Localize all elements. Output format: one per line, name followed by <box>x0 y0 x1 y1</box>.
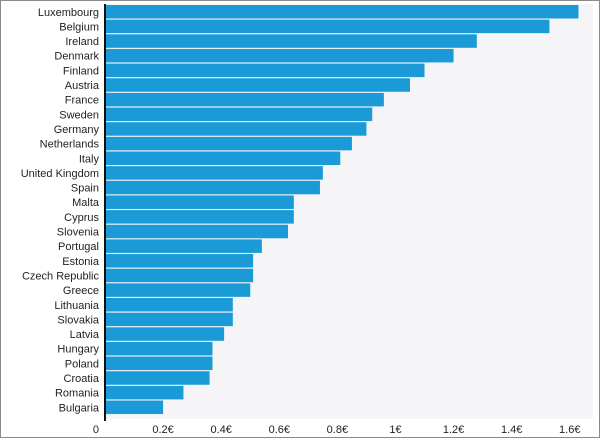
category-label: Romania <box>55 388 100 400</box>
bar-greece <box>106 283 251 297</box>
bar-finland <box>106 63 425 78</box>
category-label: Portugal <box>58 241 99 253</box>
bar-czech-republic <box>106 268 254 283</box>
category-label: Malta <box>72 197 100 209</box>
category-label: Slovakia <box>57 314 99 326</box>
category-label: Hungary <box>57 344 99 356</box>
bar-germany <box>106 122 367 136</box>
category-label: Netherlands <box>40 139 100 151</box>
category-label: Denmark <box>54 51 99 63</box>
category-label: Belgium <box>59 21 99 33</box>
x-tick-label: 0.8€ <box>327 424 348 436</box>
category-label: Greece <box>63 285 99 297</box>
category-label: Lithuania <box>54 300 100 312</box>
category-label: Bulgaria <box>59 402 100 414</box>
x-tick-label: 1.6€ <box>559 424 580 436</box>
bar-sweden <box>106 107 373 122</box>
category-label: Slovenia <box>57 227 100 239</box>
bar-bulgaria <box>106 400 164 415</box>
bar-croatia <box>106 371 210 385</box>
bar-slovakia <box>106 312 233 327</box>
category-label: Estonia <box>62 256 100 268</box>
category-label: Germany <box>54 124 100 136</box>
bar-italy <box>106 151 341 165</box>
category-label: Czech Republic <box>22 270 100 282</box>
bar-netherlands <box>106 136 352 151</box>
bar-slovenia <box>106 224 288 239</box>
bar-ireland <box>106 34 477 48</box>
bar-france <box>106 92 384 107</box>
bar-hungary <box>106 341 213 356</box>
category-label: Italy <box>79 153 100 165</box>
bar-estonia <box>106 254 254 268</box>
category-label: Poland <box>65 358 99 370</box>
category-label: Spain <box>71 183 99 195</box>
category-label: Ireland <box>65 36 99 48</box>
x-tick-label: 0.6€ <box>269 424 290 436</box>
category-label: Finland <box>63 65 99 77</box>
category-label: Cyprus <box>64 212 99 224</box>
bar-romania <box>106 385 184 400</box>
category-label: Croatia <box>64 373 100 385</box>
bar-united-kingdom <box>106 166 323 180</box>
bar-latvia <box>106 327 225 341</box>
bar-belgium <box>106 19 550 34</box>
category-label: France <box>65 95 99 107</box>
x-tick-label: 1.2€ <box>443 424 464 436</box>
category-label: Latvia <box>70 329 100 341</box>
bar-portugal <box>106 239 262 253</box>
x-tick-label: 0.4€ <box>210 424 231 436</box>
bar-poland <box>106 356 213 371</box>
x-tick-label: 1€ <box>389 424 401 436</box>
bar-malta <box>106 195 294 209</box>
bar-lithuania <box>106 298 233 312</box>
bar-spain <box>106 180 320 195</box>
x-tick-label: 0.2€ <box>152 424 173 436</box>
category-label: Sweden <box>59 109 99 121</box>
category-label: Austria <box>65 80 100 92</box>
x-tick-label: 1.4€ <box>501 424 522 436</box>
category-label: Luxembourg <box>38 7 99 19</box>
bar-luxembourg <box>106 5 579 19</box>
category-label: United Kingdom <box>21 168 99 180</box>
bar-cyprus <box>106 210 294 224</box>
x-tick-label: 0 <box>93 424 99 436</box>
bar-austria <box>106 78 410 92</box>
bar-denmark <box>106 48 454 63</box>
